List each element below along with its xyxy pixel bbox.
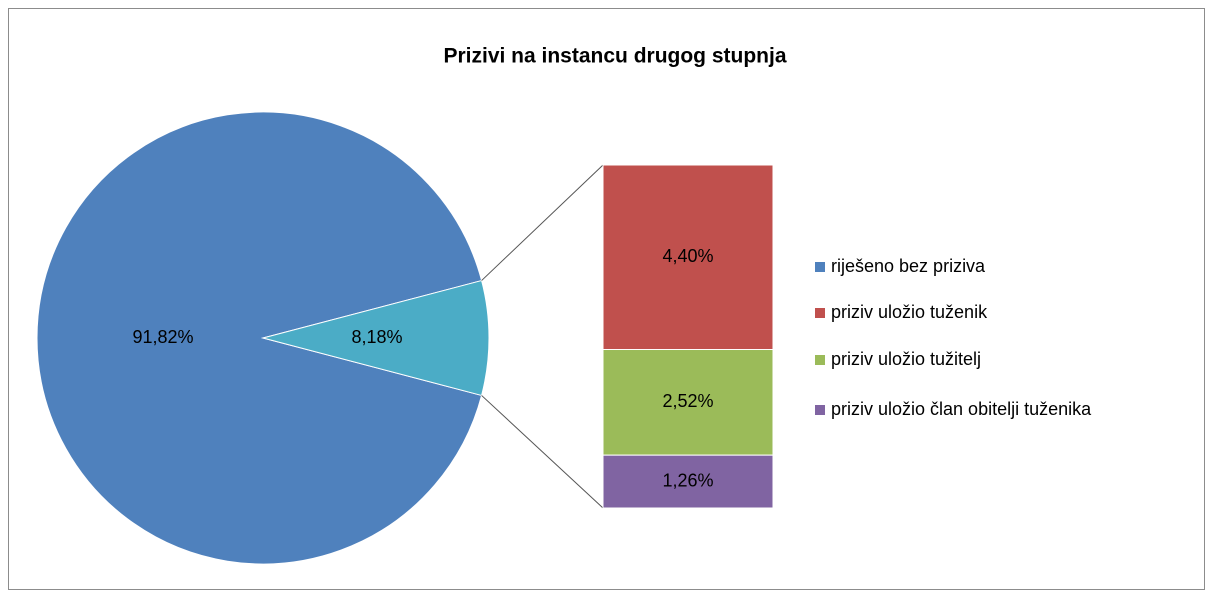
bar-segment [602, 348, 774, 456]
legend-label: priziv uložio tuženik [831, 302, 988, 322]
pie-slice [261, 279, 490, 397]
legend-swatch [815, 308, 825, 318]
bar-segment [602, 164, 774, 350]
data-label: 2,52% [662, 391, 713, 411]
chart-title: Prizivi na instancu drugog stupnja [443, 45, 786, 68]
legend-label: riješeno bez priziva [831, 256, 986, 276]
legend-swatch [815, 405, 825, 415]
legend-label: priziv uložio član obitelji tuženika [831, 399, 1092, 419]
data-label: 1,26% [662, 470, 713, 490]
legend-swatch [815, 262, 825, 272]
data-label: 4,40% [662, 246, 713, 266]
bar-segment [602, 454, 774, 509]
pie-slice [36, 111, 483, 565]
legend-swatch [815, 355, 825, 365]
data-label: 91,82% [132, 327, 193, 347]
legend-label: priziv uložio tužitelj [831, 349, 981, 369]
data-label: 8,18% [351, 327, 402, 347]
connector [481, 164, 604, 281]
connector [481, 395, 604, 509]
